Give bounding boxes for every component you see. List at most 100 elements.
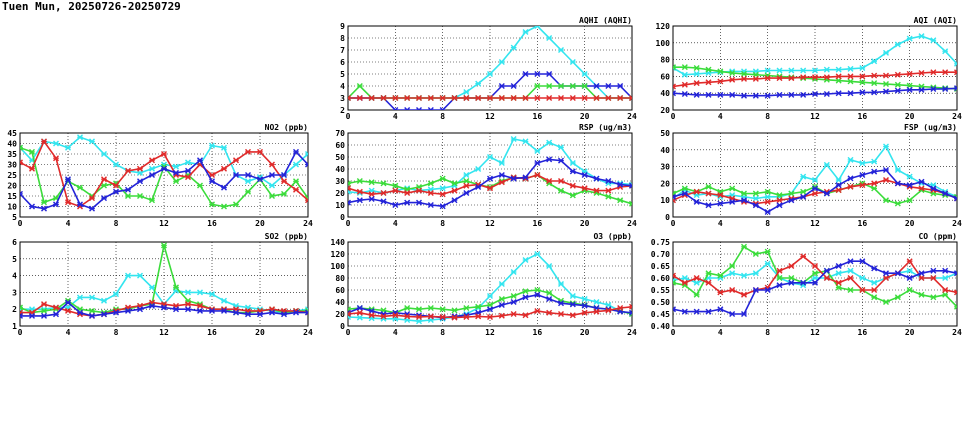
data-point <box>681 81 688 88</box>
x-tick-label: 12 <box>485 112 495 121</box>
data-point <box>498 302 505 308</box>
data-point <box>847 258 854 265</box>
y-tick-label: 0.70 <box>651 250 670 259</box>
data-point <box>404 305 411 311</box>
x-tick-label: 24 <box>303 219 313 228</box>
data-point <box>906 275 913 281</box>
data-point <box>693 80 700 87</box>
data-point <box>77 134 83 141</box>
data-point <box>451 307 458 314</box>
data-point <box>918 178 925 185</box>
data-point <box>209 172 215 178</box>
data-point <box>617 83 624 89</box>
data-point <box>859 160 866 167</box>
data-point <box>788 91 795 98</box>
data-point <box>871 168 878 175</box>
data-point <box>954 60 957 67</box>
data-point <box>392 187 399 194</box>
data-point <box>942 69 949 76</box>
series-blue <box>673 85 957 99</box>
data-point <box>752 251 759 257</box>
data-point <box>197 289 203 296</box>
x-tick-label: 8 <box>765 219 770 228</box>
data-point <box>510 95 517 101</box>
data-point <box>894 294 901 301</box>
data-point <box>305 161 308 168</box>
data-point <box>510 299 517 305</box>
data-point <box>487 95 493 101</box>
data-point <box>569 160 576 166</box>
data-point <box>883 49 889 56</box>
data-point <box>788 75 795 82</box>
data-point <box>681 64 688 71</box>
data-point <box>89 138 95 145</box>
data-point <box>487 175 493 182</box>
chart-title: SO2 (ppb) <box>265 232 308 241</box>
data-point <box>463 95 470 101</box>
page-title: Tuen Mun, 20250726-20250729 <box>2 0 181 13</box>
data-point <box>859 258 866 265</box>
data-point <box>20 304 23 311</box>
data-point <box>534 251 541 257</box>
data-point <box>534 160 541 166</box>
data-point <box>463 190 470 196</box>
y-tick-label: 2 <box>12 305 17 314</box>
data-point <box>752 92 759 99</box>
y-tick-label: 30 <box>660 163 670 172</box>
data-point <box>293 148 299 155</box>
data-point <box>498 95 505 101</box>
data-point <box>894 71 901 78</box>
data-point <box>812 270 818 277</box>
data-point <box>348 185 351 192</box>
data-point <box>871 58 878 65</box>
data-point <box>245 172 251 178</box>
data-point <box>53 311 59 318</box>
data-point <box>281 190 287 197</box>
data-point <box>348 180 351 187</box>
y-tick-label: 15 <box>7 192 17 201</box>
data-point <box>487 293 493 299</box>
data-point <box>629 200 632 207</box>
data-point <box>125 272 131 279</box>
data-point <box>788 275 795 281</box>
data-point <box>534 172 541 178</box>
data-point <box>41 307 47 314</box>
x-tick-label: 4 <box>718 112 723 121</box>
data-point <box>439 314 446 320</box>
data-point <box>673 90 676 97</box>
data-point <box>681 275 688 281</box>
series-blue <box>348 156 632 210</box>
y-tick-label: 100 <box>331 262 346 271</box>
data-point <box>89 205 95 212</box>
data-point <box>546 83 553 89</box>
x-tick-label: 8 <box>440 112 445 121</box>
data-point <box>77 309 83 316</box>
data-point <box>764 208 771 215</box>
y-tick-label: 6 <box>12 238 17 247</box>
x-tick-label: 4 <box>718 219 723 228</box>
data-point <box>41 199 47 206</box>
data-point <box>137 178 143 185</box>
data-point <box>463 305 470 311</box>
data-point <box>368 312 375 319</box>
data-point <box>209 291 215 298</box>
data-point <box>522 257 529 263</box>
data-point <box>522 29 529 35</box>
y-tick-label: 20 <box>7 182 17 191</box>
series-green <box>673 243 957 310</box>
data-point <box>546 71 553 77</box>
data-point <box>197 157 203 164</box>
data-point <box>883 197 889 204</box>
data-point <box>534 71 541 77</box>
data-point <box>380 180 387 187</box>
chart-title: CO (ppm) <box>918 232 957 241</box>
data-point <box>741 291 747 298</box>
data-point <box>859 79 866 86</box>
data-point <box>185 301 191 308</box>
data-point <box>693 291 700 298</box>
y-tick-label: 5 <box>12 255 17 264</box>
data-point <box>427 305 434 311</box>
data-point <box>20 159 23 166</box>
data-point <box>717 192 724 199</box>
